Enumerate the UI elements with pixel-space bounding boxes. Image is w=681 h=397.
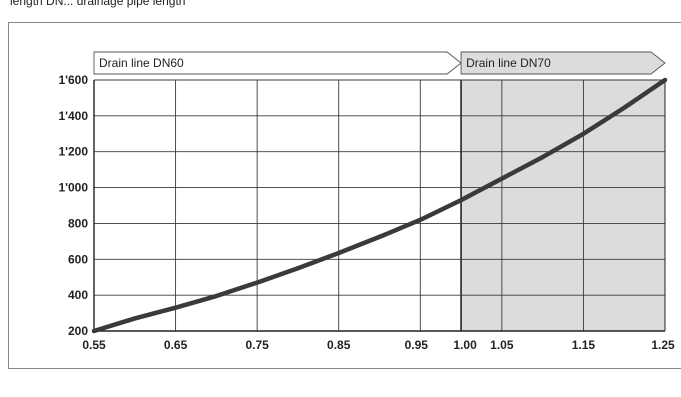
- series-line-1: [91, 77, 668, 334]
- x-tick-label: 0.65: [164, 338, 188, 352]
- y-tick-label: 1'000: [58, 181, 88, 195]
- x-tick-label: 0.75: [245, 338, 269, 352]
- region-band-1: [94, 80, 462, 331]
- x-axis-ticks: 0.55 0.65 0.75 0.85 0.95 1.00 1.05 1.15 1.25: [82, 338, 675, 352]
- region-arrow-2: [460, 51, 666, 75]
- region-label-2: Drain line DN70: [466, 56, 551, 70]
- x-tick-label: 1.05: [490, 338, 514, 352]
- y-tick-label: 200: [68, 324, 88, 338]
- x-tick-label: 0.95: [405, 338, 429, 352]
- x-tick-label: 1.00: [453, 338, 477, 352]
- region-arrow-1: [93, 51, 462, 75]
- x-tick-label: 1.15: [572, 338, 596, 352]
- region-band-2: [461, 80, 665, 331]
- y-tick-label: 800: [68, 216, 88, 230]
- x-tick-label: 0.85: [327, 338, 351, 352]
- y-tick-label: 400: [68, 288, 88, 302]
- caption-fragment: length DN... drainage pipe length: [10, 0, 185, 8]
- region-bands: [94, 80, 665, 331]
- y-tick-label: 1'200: [58, 145, 88, 159]
- y-axis-ticks: 200 400 600 800 1'000 1'200 1'400 1'600: [58, 73, 88, 338]
- y-tick-label: 1'400: [58, 109, 88, 123]
- panel-border: [8, 22, 681, 369]
- grid-lines: [93, 79, 666, 332]
- y-tick-label: 600: [68, 252, 88, 266]
- x-tick-label: 1.25: [651, 338, 675, 352]
- region-arrows: Drain line DN60 Drain line DN70: [93, 51, 666, 75]
- region-label-1: Drain line DN60: [99, 56, 184, 70]
- series-layer: [91, 77, 668, 334]
- y-tick-label: 1'600: [58, 73, 88, 87]
- x-tick-label: 0.55: [82, 338, 106, 352]
